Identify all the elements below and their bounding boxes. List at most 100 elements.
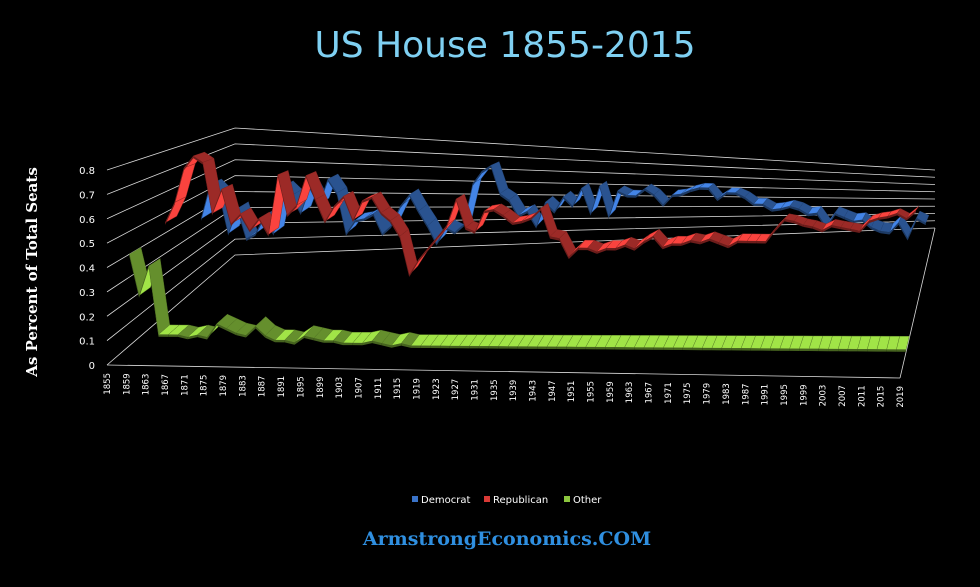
series-edge — [503, 215, 513, 226]
series-edge — [554, 196, 564, 214]
series-edge — [207, 323, 217, 340]
x-tick-label: 2019 — [896, 386, 906, 408]
series-edge — [850, 228, 860, 234]
series-edge — [784, 219, 794, 224]
series-edge — [391, 343, 402, 348]
series-edge — [313, 338, 324, 343]
series-edge — [315, 199, 325, 224]
series-edge — [566, 346, 577, 350]
series-edge — [838, 349, 848, 352]
series-edge — [812, 226, 823, 233]
series-edge — [418, 211, 428, 228]
series-edge — [653, 347, 664, 350]
series-edge — [626, 195, 636, 198]
series-edge — [488, 346, 499, 349]
series-edge — [775, 219, 785, 232]
series-edge — [853, 219, 863, 224]
series-edge — [304, 335, 314, 341]
series-edge — [625, 244, 635, 251]
legend-item-other: Other — [564, 495, 602, 506]
series-edge — [762, 204, 772, 212]
series-edge — [129, 254, 140, 298]
series-edge — [708, 187, 718, 202]
series-edge — [277, 174, 288, 217]
series-edge — [481, 165, 491, 174]
legend-swatch — [412, 496, 418, 502]
series-edge — [578, 247, 588, 251]
series-edge — [445, 227, 455, 235]
series-edge — [294, 335, 305, 345]
series-edge — [456, 199, 466, 230]
y-tick-labels: 0 0.1 0.2 0.3 0.4 0.5 0.6 0.7 0.8 — [79, 166, 95, 372]
gridline — [106, 143, 936, 195]
series-edge — [221, 189, 231, 226]
legend-label: Republican — [493, 495, 548, 506]
series-edge — [643, 236, 654, 244]
legend-item-republican: Republican — [484, 495, 548, 506]
series-edge — [508, 346, 518, 349]
series-edge — [662, 243, 672, 250]
x-tick-label: 1915 — [393, 378, 403, 400]
series-edge — [828, 348, 839, 352]
series-edge — [793, 221, 804, 227]
series-edge — [576, 346, 586, 350]
series-edge — [187, 334, 198, 340]
series-edge — [643, 347, 654, 350]
series-edge — [287, 205, 297, 217]
series-edge — [459, 346, 470, 349]
footer-brand: ArmstrongEconomics.COM — [362, 528, 651, 550]
series-edge — [240, 213, 250, 233]
x-tick-label: 1923 — [432, 378, 442, 400]
series-edge — [617, 190, 627, 198]
series-edge — [556, 346, 567, 350]
series-edge — [880, 231, 890, 235]
legend-label: Democrat — [421, 495, 470, 506]
series-edge — [197, 334, 208, 340]
series-edge — [498, 346, 509, 349]
series-edge — [818, 348, 829, 352]
x-tick-label: 1943 — [529, 380, 539, 402]
series-segment — [490, 161, 509, 194]
series-edge — [728, 240, 738, 249]
series-edge — [474, 211, 485, 234]
x-tick-label: 1967 — [645, 382, 655, 404]
series-edge — [472, 171, 482, 186]
series-edge — [410, 345, 421, 348]
series-edge — [889, 222, 899, 235]
x-tick-label: 1919 — [412, 378, 422, 400]
series-edge — [807, 212, 818, 217]
series-segment — [906, 205, 920, 219]
series-edge — [690, 187, 700, 193]
series-edge — [896, 349, 907, 352]
series-edge — [430, 345, 441, 349]
series-edge — [559, 238, 569, 260]
series-edge — [364, 213, 374, 221]
series-edge — [835, 213, 845, 220]
series-edge — [809, 348, 819, 352]
series-edge — [869, 217, 879, 224]
series-edge — [399, 236, 410, 277]
series-edge — [717, 192, 727, 202]
series-edge — [381, 343, 392, 348]
series-edge — [139, 265, 149, 298]
series-edge — [780, 205, 790, 211]
y-tick-label: 0 — [89, 361, 95, 372]
series-edge — [362, 340, 373, 346]
series-edge — [886, 349, 897, 352]
series-edge — [327, 179, 337, 196]
x-tick-label: 1935 — [490, 379, 500, 401]
series-edge — [700, 238, 710, 245]
series-edge — [615, 244, 626, 251]
series-edge — [798, 208, 808, 217]
series-edge — [168, 334, 178, 337]
series-edge — [333, 340, 343, 346]
series-edge — [887, 213, 898, 219]
series-edge — [760, 348, 771, 351]
series-edge — [867, 349, 877, 352]
series-edge — [907, 218, 917, 241]
legend-swatch — [484, 496, 490, 502]
series-edge — [596, 248, 607, 254]
floor-edge — [899, 227, 936, 379]
series-edge — [527, 346, 538, 349]
